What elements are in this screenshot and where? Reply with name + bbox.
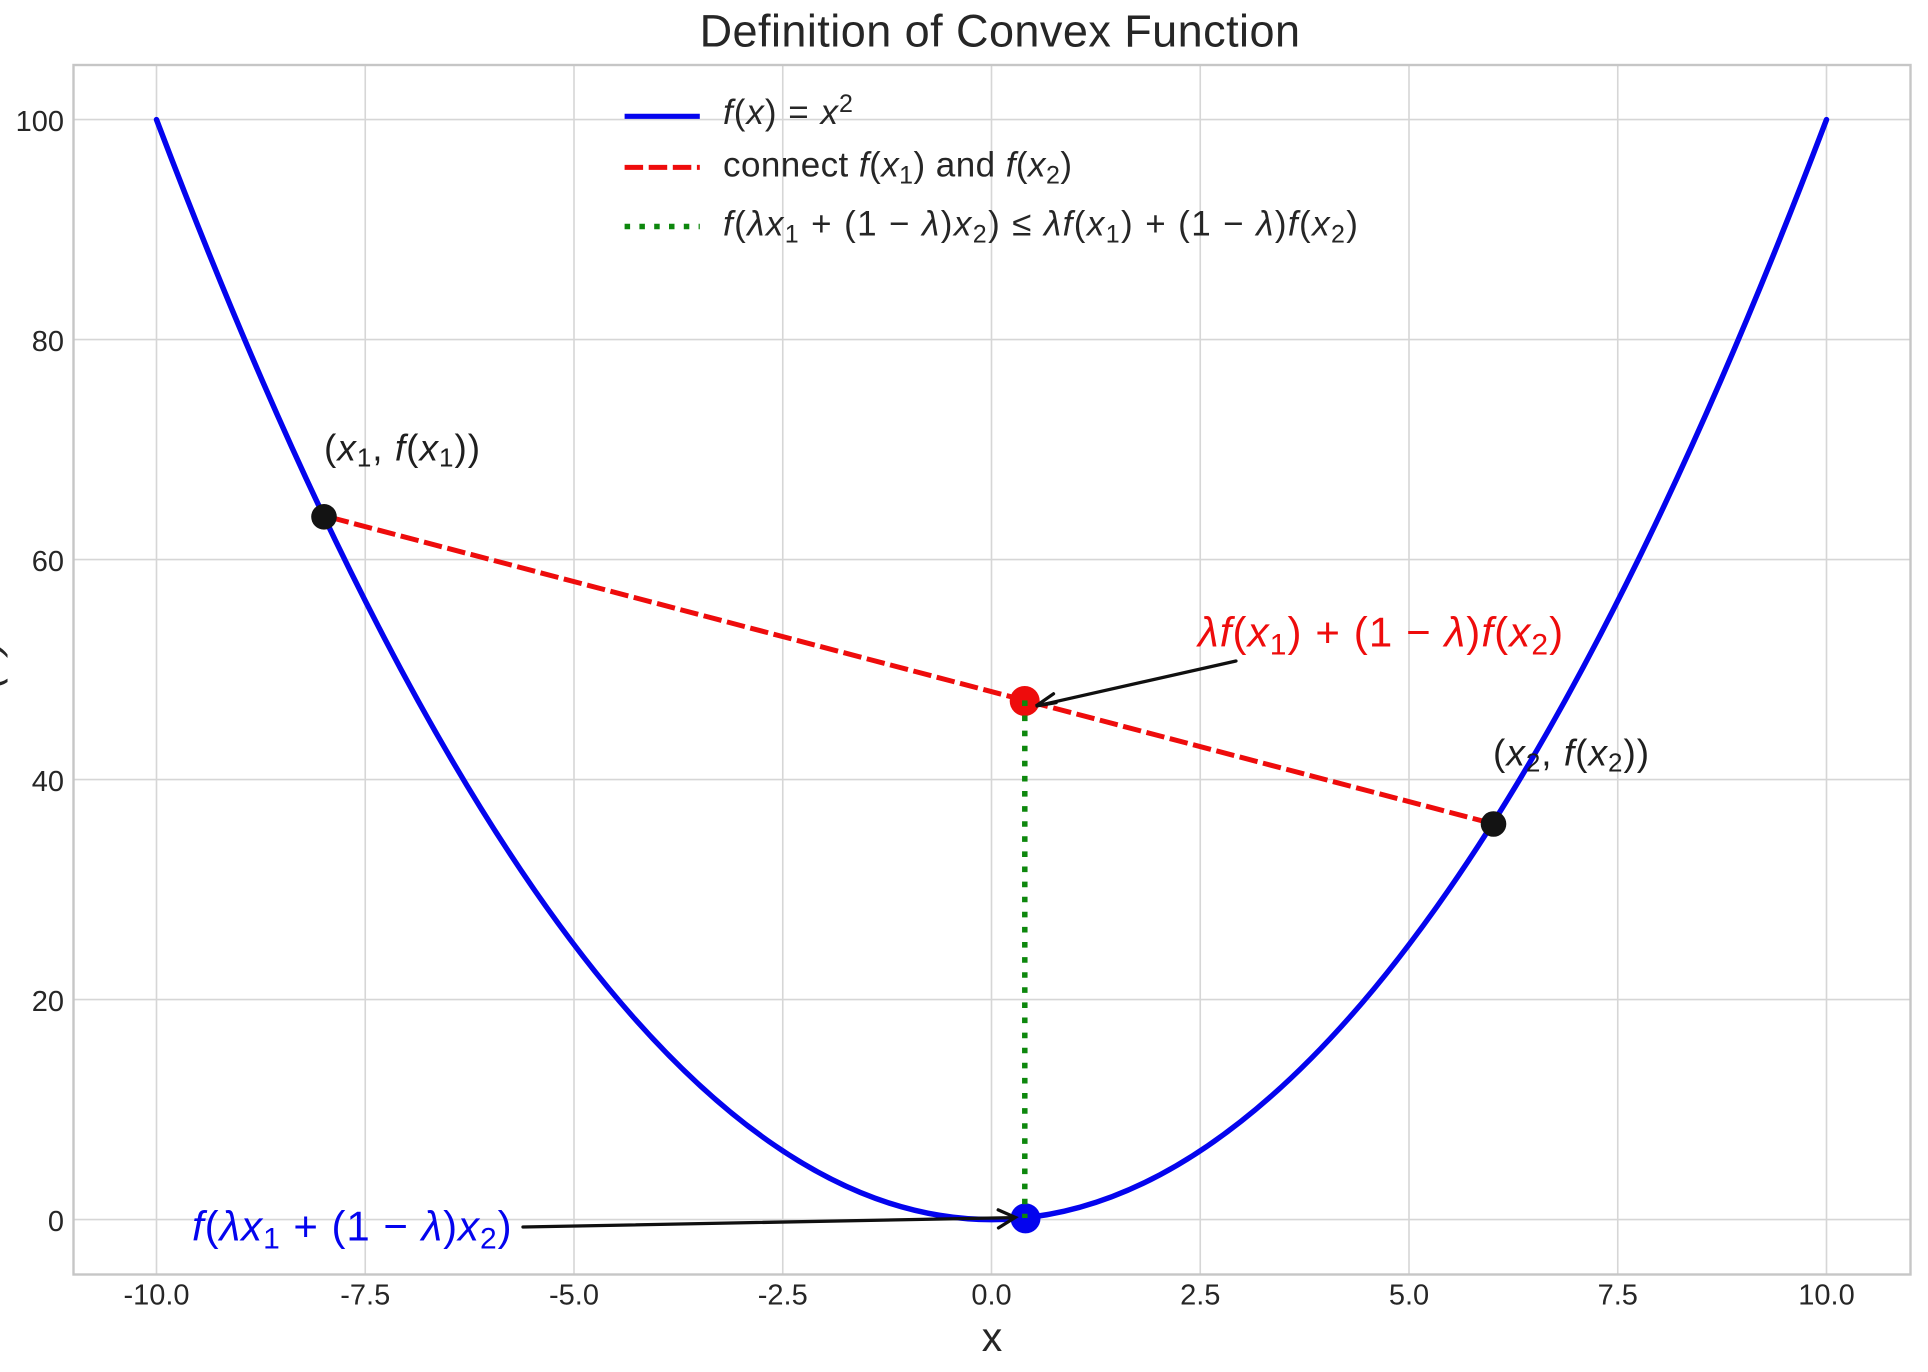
svg-text:-7.5: -7.5	[340, 1280, 390, 1312]
svg-text:20: 20	[32, 986, 64, 1018]
svg-text:λf(x1) + (1 − λ)f(x2): λf(x1) + (1 − λ)f(x2)	[1196, 609, 1564, 662]
svg-text:0: 0	[48, 1206, 64, 1238]
svg-text:-10.0: -10.0	[123, 1280, 189, 1312]
svg-text:2.5: 2.5	[1180, 1280, 1220, 1312]
svg-text:80: 80	[32, 326, 64, 358]
svg-text:-5.0: -5.0	[549, 1280, 599, 1312]
svg-text:f(x) = x2: f(x) = x2	[723, 90, 854, 132]
svg-text:7.5: 7.5	[1598, 1280, 1638, 1312]
svg-text:-2.5: -2.5	[758, 1280, 808, 1312]
svg-text:60: 60	[32, 546, 64, 578]
svg-text:x: x	[982, 1314, 1003, 1360]
svg-text:(x2, f(x2)): (x2, f(x2))	[1493, 733, 1650, 778]
svg-text:0.0: 0.0	[971, 1280, 1011, 1312]
svg-text:f(x): f(x)	[0, 640, 8, 699]
svg-text:40: 40	[32, 766, 64, 798]
svg-text:(x1, f(x1)): (x1, f(x1))	[324, 428, 481, 473]
svg-text:100: 100	[16, 106, 64, 138]
svg-text:f(λx1 + (1 − λ)x2): f(λx1 + (1 − λ)x2)	[192, 1203, 513, 1256]
svg-text:10.0: 10.0	[1798, 1280, 1854, 1312]
svg-text:connect f(x1) and f(x2): connect f(x1) and f(x2)	[723, 145, 1072, 189]
svg-text:f(λx1 + (1 − λ)x2) ≤ λf(x1) +: f(λx1 + (1 − λ)x2) ≤ λf(x1) + (1 − λ)f(x…	[723, 205, 1359, 249]
svg-text:5.0: 5.0	[1389, 1280, 1429, 1312]
svg-text:Definition of Convex Function: Definition of Convex Function	[700, 6, 1301, 57]
